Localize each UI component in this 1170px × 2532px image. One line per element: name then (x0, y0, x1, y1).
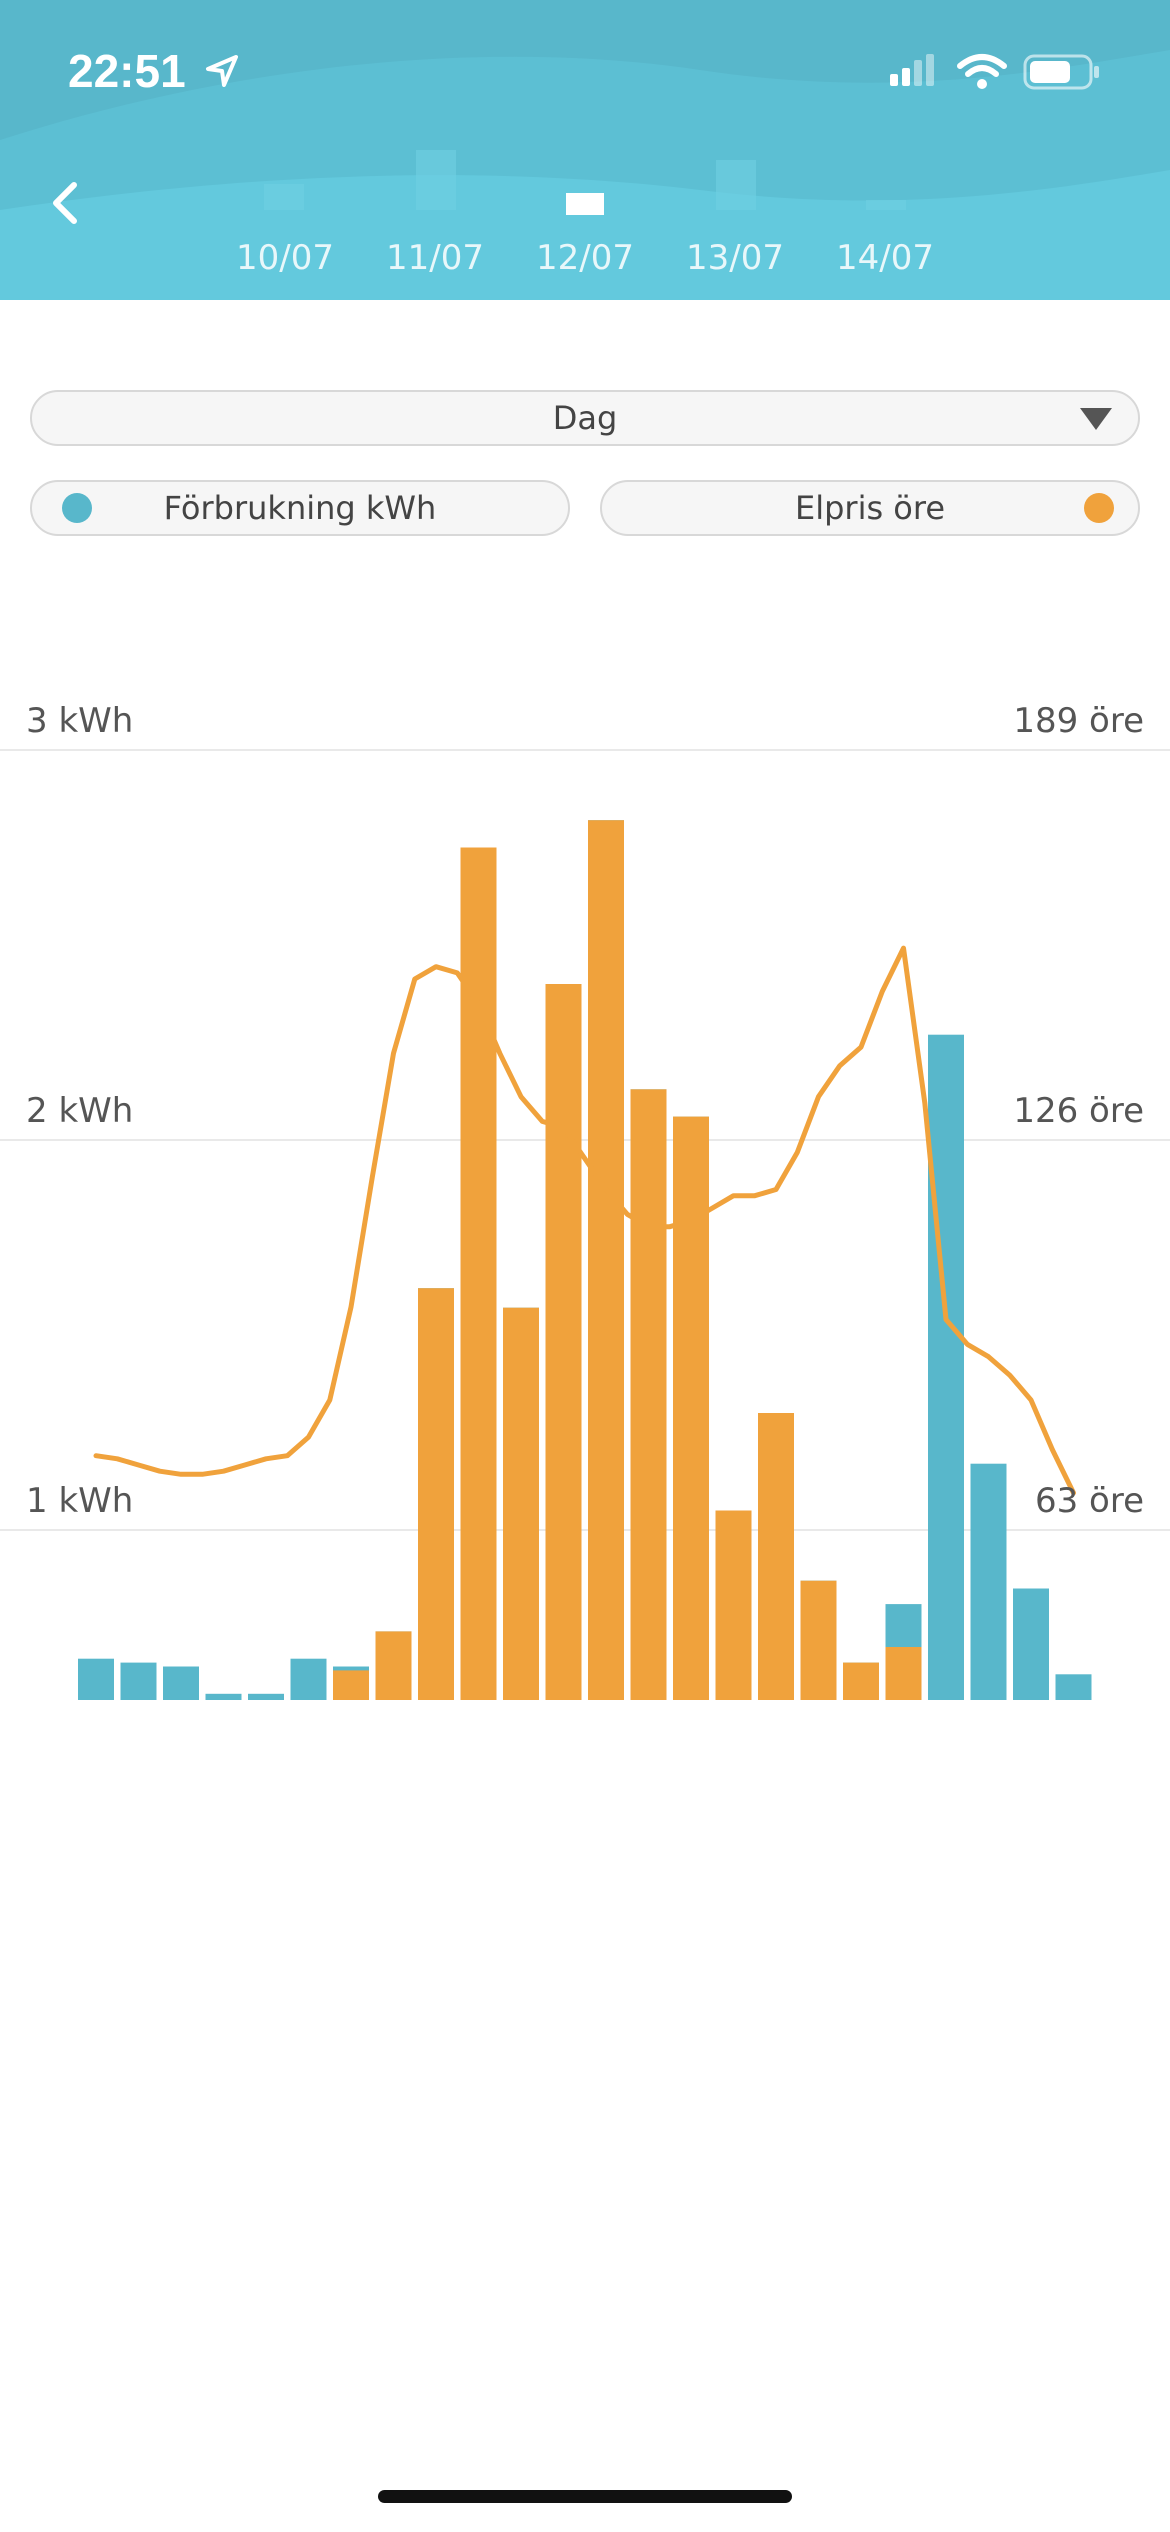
price-bar (715, 1510, 752, 1700)
date-item-1[interactable]: 11/07 (386, 238, 484, 278)
price-bar (673, 1116, 709, 1700)
price-line (93, 945, 1076, 1496)
battery-icon (1023, 54, 1099, 90)
date-item-2[interactable]: 12/07 (536, 238, 634, 278)
location-arrow-icon (206, 55, 239, 87)
legend-toggle-consumption[interactable]: Förbrukning kWh (30, 480, 570, 536)
date-selector: 10/07 11/07 12/07 13/07 14/07 (0, 238, 1170, 278)
status-icons (890, 50, 1120, 100)
status-icons-group (890, 54, 1099, 90)
status-time: 22:51 (68, 44, 240, 98)
price-bar (333, 1670, 369, 1700)
legend-consumption-label: Förbrukning kWh (163, 489, 437, 527)
period-select[interactable]: Dag (30, 390, 1140, 446)
consumption-bar (928, 1034, 964, 1700)
date-item-3[interactable]: 13/07 (686, 238, 784, 278)
price-bar (460, 847, 497, 1700)
date-item-4[interactable]: 14/07 (836, 238, 934, 278)
dropdown-triangle-icon (1080, 408, 1112, 430)
status-time-text: 22:51 (68, 45, 186, 97)
consumption-bar (163, 1666, 199, 1700)
consumption-bar (1013, 1588, 1049, 1700)
consumption-bar (120, 1662, 157, 1700)
header-wave-decoration (0, 50, 1170, 300)
price-bar (800, 1580, 837, 1700)
price-bar (588, 820, 624, 1700)
price-bar (503, 1307, 539, 1700)
y-left-tick-label: 3 kWh (26, 701, 133, 741)
period-select-label: Dag (552, 399, 618, 437)
price-bar (418, 1288, 454, 1700)
consumption-bar (290, 1658, 327, 1700)
y-right-tick-label: 63 öre (1035, 1481, 1144, 1521)
price-dot-icon (1084, 493, 1114, 523)
y-right-tick-label: 126 öre (1013, 1091, 1144, 1131)
y-left-tick-label: 1 kWh (26, 1481, 133, 1521)
price-bar (758, 1413, 794, 1700)
y-left-tick-label: 2 kWh (26, 1091, 133, 1131)
price-bar (545, 984, 582, 1700)
consumption-dot-icon (62, 493, 92, 523)
back-button[interactable] (44, 175, 94, 235)
home-indicator (378, 2490, 792, 2503)
consumption-bar (78, 1658, 114, 1700)
chevron-left-icon (53, 182, 77, 224)
date-header: 22:51 (0, 0, 1170, 300)
price-bar (375, 1631, 412, 1700)
selected-date-marker (566, 193, 604, 215)
price-bar (630, 1089, 667, 1700)
legend-price-label: Elpris öre (794, 489, 946, 527)
cellular-signal-icon (890, 54, 934, 86)
wifi-icon (957, 54, 1007, 89)
legend-toggle-price[interactable]: Elpris öre (600, 480, 1140, 536)
price-bar (843, 1662, 879, 1700)
price-bar (885, 1647, 922, 1700)
y-right-tick-label: 189 öre (1013, 701, 1144, 741)
consumption-bar (248, 1693, 284, 1700)
consumption-bar (1055, 1674, 1092, 1700)
consumption-bar (205, 1693, 242, 1700)
consumption-bar (970, 1463, 1007, 1700)
date-item-0[interactable]: 10/07 (236, 238, 334, 278)
